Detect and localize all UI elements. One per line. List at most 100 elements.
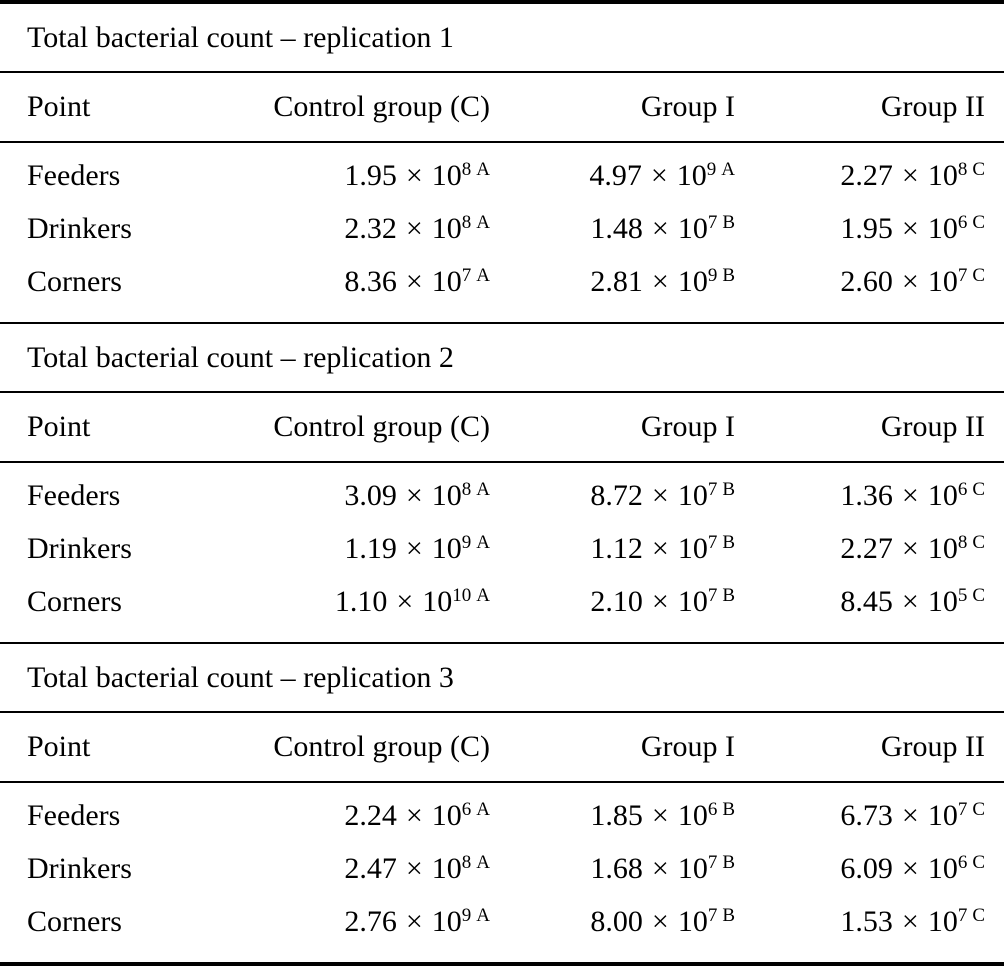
table-row: Feeders 1.95 × 108 A 4.97 × 109 A 2.27 × 108 C bbox=[0, 149, 1004, 202]
multiplication-sign: × bbox=[651, 905, 669, 938]
significance-marker: B bbox=[722, 852, 735, 873]
row-label: Corners bbox=[27, 585, 122, 618]
column-header-group2: Group II bbox=[880, 410, 985, 443]
mantissa: 1.68 bbox=[590, 852, 643, 885]
mantissa: 2.60 bbox=[840, 265, 893, 298]
significance-marker: A bbox=[721, 159, 735, 180]
data-block: Feeders 2.24 × 106 A 1.85 × 106 B 6.73 × 107 C Dr… bbox=[0, 783, 1004, 962]
table-row: Corners 8.36 × 107 A 2.81 × 109 B 2.60 × 107 C bbox=[0, 255, 1004, 308]
value-cell-group2: 8.45 × 105 C bbox=[735, 575, 985, 628]
significance-marker: C bbox=[972, 532, 985, 553]
value-cell-group2: 1.95 × 106 C bbox=[735, 202, 985, 255]
data-block: Feeders 1.95 × 108 A 4.97 × 109 A 2.27 × 108 C Dr… bbox=[0, 143, 1004, 322]
section-divider-rule bbox=[0, 642, 1004, 644]
mantissa: 3.09 bbox=[344, 479, 397, 512]
multiplication-sign: × bbox=[405, 532, 423, 565]
data-block: Feeders 3.09 × 108 A 8.72 × 107 B 1.36 × 106 C Dr… bbox=[0, 463, 1004, 642]
multiplication-sign: × bbox=[651, 852, 669, 885]
multiplication-sign: × bbox=[405, 852, 423, 885]
multiplication-sign: × bbox=[901, 212, 919, 245]
exponent: 7 bbox=[707, 852, 718, 873]
exponent: 7 bbox=[957, 905, 968, 926]
multiplication-sign: × bbox=[651, 532, 669, 565]
value-cell-group2: 6.09 × 106 C bbox=[735, 842, 985, 895]
value-cell-group1: 2.81 × 109 B bbox=[490, 255, 735, 308]
table-row: Drinkers 2.47 × 108 A 1.68 × 107 B 6.09 × 106 C bbox=[0, 842, 1004, 895]
value-cell-group1: 1.85 × 106 B bbox=[490, 789, 735, 842]
significance-marker: C bbox=[972, 905, 985, 926]
mantissa: 2.27 bbox=[840, 159, 893, 192]
value-cell-control: 1.10 × 1010 A bbox=[207, 575, 490, 628]
row-label: Corners bbox=[27, 905, 122, 938]
base-ten: 10 bbox=[431, 159, 462, 192]
rule bbox=[0, 711, 1004, 713]
significance-marker: A bbox=[476, 585, 490, 606]
multiplication-sign: × bbox=[405, 159, 423, 192]
value-cell-control: 3.09 × 108 A bbox=[207, 469, 490, 522]
column-header-point: Point bbox=[27, 410, 91, 443]
base-ten: 10 bbox=[676, 159, 707, 192]
value-cell-group1: 1.12 × 107 B bbox=[490, 522, 735, 575]
header-row: Point Control group (C) Group I Group II bbox=[0, 713, 1004, 781]
row-label: Drinkers bbox=[27, 852, 132, 885]
exponent: 6 bbox=[957, 212, 968, 233]
column-header-group1: Group I bbox=[640, 730, 735, 763]
multiplication-sign: × bbox=[901, 905, 919, 938]
base-ten: 10 bbox=[677, 265, 708, 298]
mantissa: 1.85 bbox=[590, 799, 643, 832]
exponent: 7 bbox=[957, 265, 968, 286]
rule bbox=[0, 781, 1004, 783]
exponent: 9 bbox=[707, 265, 718, 286]
section-title: Total bacterial count – replication 3 bbox=[27, 661, 454, 694]
significance-marker: B bbox=[722, 799, 735, 820]
table-row: Drinkers 1.19 × 109 A 1.12 × 107 B 2.27 × 108 C bbox=[0, 522, 1004, 575]
mantissa: 2.10 bbox=[590, 585, 643, 618]
significance-marker: A bbox=[476, 532, 490, 553]
mantissa: 8.72 bbox=[590, 479, 643, 512]
significance-marker: C bbox=[972, 265, 985, 286]
base-ten: 10 bbox=[927, 852, 958, 885]
mantissa: 1.48 bbox=[590, 212, 643, 245]
table-row: Corners 2.76 × 109 A 8.00 × 107 B 1.53 × 107 C bbox=[0, 895, 1004, 948]
base-ten: 10 bbox=[927, 265, 958, 298]
base-ten: 10 bbox=[431, 852, 462, 885]
significance-marker: B bbox=[722, 212, 735, 233]
value-cell-control: 1.19 × 109 A bbox=[207, 522, 490, 575]
mantissa: 6.73 bbox=[840, 799, 893, 832]
base-ten: 10 bbox=[422, 585, 453, 618]
significance-marker: B bbox=[722, 532, 735, 553]
superscript: 10 A bbox=[452, 585, 490, 606]
base-ten: 10 bbox=[431, 265, 462, 298]
base-ten: 10 bbox=[431, 479, 462, 512]
multiplication-sign: × bbox=[901, 585, 919, 618]
mantissa: 8.36 bbox=[344, 265, 397, 298]
significance-marker: A bbox=[476, 799, 490, 820]
exponent: 5 bbox=[957, 585, 968, 606]
exponent: 6 bbox=[461, 799, 472, 820]
section-title: Total bacterial count – replication 2 bbox=[27, 341, 454, 374]
base-ten: 10 bbox=[677, 479, 708, 512]
header-row: Point Control group (C) Group I Group II bbox=[0, 393, 1004, 461]
significance-marker: A bbox=[476, 265, 490, 286]
value-cell-control: 8.36 × 107 A bbox=[207, 255, 490, 308]
table-row: Feeders 3.09 × 108 A 8.72 × 107 B 1.36 × 106 C bbox=[0, 469, 1004, 522]
base-ten: 10 bbox=[431, 905, 462, 938]
exponent: 6 bbox=[957, 479, 968, 500]
column-header-control: Control group (C) bbox=[273, 410, 490, 443]
mantissa: 2.81 bbox=[590, 265, 643, 298]
significance-marker: B bbox=[722, 479, 735, 500]
significance-marker: C bbox=[972, 852, 985, 873]
mantissa: 8.00 bbox=[590, 905, 643, 938]
significance-marker: B bbox=[722, 585, 735, 606]
multiplication-sign: × bbox=[405, 799, 423, 832]
multiplication-sign: × bbox=[405, 265, 423, 298]
multiplication-sign: × bbox=[651, 479, 669, 512]
column-header-control: Control group (C) bbox=[273, 730, 490, 763]
